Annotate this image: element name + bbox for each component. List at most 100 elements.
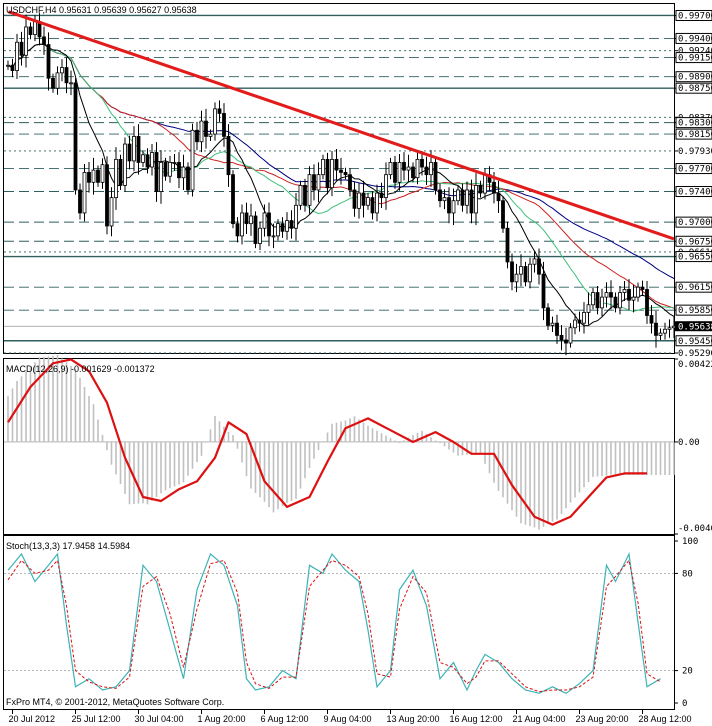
candle-body [357,192,361,209]
stoch-axis-label: 100 [682,537,698,547]
candle-body [609,292,613,298]
candle-body [267,212,271,237]
candle-body [591,292,595,306]
time-axis-label: 16 Aug 12:00 [450,714,503,724]
candle-body [352,189,357,209]
candle-body [406,166,411,171]
candle-body [235,223,240,237]
stoch-main-line [7,551,661,694]
time-axis-label: 28 Aug 12:00 [639,714,692,724]
time-axis-label: 23 Aug 20:00 [576,714,629,724]
price-chart-title: USDCHF,H4 0.95631 0.95639 0.95627 0.9563… [6,5,197,15]
time-axis-label: 13 Aug 20:00 [387,714,440,724]
candle-body [564,339,568,344]
candle-body [285,220,289,232]
candle-body [505,227,510,263]
candle-body [114,158,118,199]
stoch-panel-frame [3,535,675,710]
candle-body [69,82,73,85]
candle-body [244,212,249,225]
candle-body [519,266,523,275]
candle-body [33,21,37,36]
current-price-box [675,321,712,332]
candle-body [541,273,546,309]
candle-body [447,197,451,214]
candle-body [478,184,483,194]
candle-body [253,215,258,244]
candle-body [532,258,537,265]
candle-body [361,192,366,206]
candle-body [397,162,402,183]
candle-body [429,162,433,176]
candle-body [24,26,28,56]
candle-body [438,189,442,202]
price-label-box [675,186,712,198]
candle-body [618,292,622,309]
candle-body [658,332,663,336]
candle-body [523,266,528,283]
candle-body [163,162,168,177]
candle-body [208,133,213,137]
candle-body [145,154,150,168]
macd-axis-label: -0.00468 [678,524,712,534]
price-label-box [675,32,712,44]
candle-body [132,136,136,162]
candle-body [330,158,334,189]
candle-body [321,158,325,176]
price-label-box [675,251,712,263]
candle-body [474,184,478,214]
candle-body [199,120,204,143]
candle-body [667,327,672,330]
candle-body [645,289,649,316]
time-axis-label: 25 Jul 12:00 [72,714,121,724]
price-label-box [675,163,712,175]
macd-panel-frame [3,358,675,535]
candle-body [100,164,105,183]
candle-body [460,189,465,206]
candle-body [577,319,582,324]
candle-body [379,192,384,199]
time-axis: 20 Jul 2012 25 Jul 12:00 30 Jul 04:00 1 Aug… [9,709,692,724]
candle-body [168,162,172,177]
candle-body [366,197,370,206]
price-label-box [675,304,712,316]
candle-body [442,197,447,202]
candle-body [249,215,253,225]
candle-body [528,263,532,283]
price-label-box [675,235,712,247]
candle-body [649,315,654,324]
candle-body [546,307,550,326]
candle-body [343,171,348,176]
candle-body [51,77,55,89]
candle-body [573,319,577,329]
candle-body [159,162,163,192]
price-label-box [675,335,712,347]
candle-body [150,152,154,168]
candle-body [280,223,285,232]
price-panel-frame [3,3,675,354]
candle-body [276,223,280,237]
price-label-box [675,128,712,140]
candle-body [613,296,618,309]
candle-body [204,120,208,137]
price-label-box [675,9,712,21]
candle-body [654,322,658,336]
moving-average-line [7,43,675,309]
candle-body [483,174,487,194]
candle-body [91,169,96,183]
candle-body [303,184,307,206]
candle-body [370,197,375,214]
stoch-title: Stoch(13,3,3) 17.9458 14.5984 [6,541,130,551]
candle-body [384,174,388,199]
candle-body [28,26,33,36]
candle-body [388,162,393,176]
